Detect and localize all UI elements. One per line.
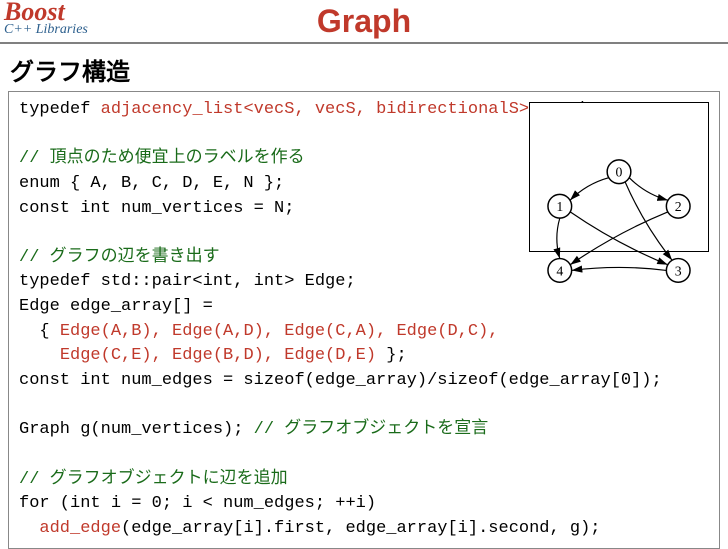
- code-text: for (int i = 0; i < num_edges; ++i): [19, 494, 376, 513]
- code-text: Graph g(num_vertices);: [19, 420, 254, 439]
- code-text: typedef std::pair<int, int> Edge;: [19, 272, 356, 291]
- code-text: [19, 346, 60, 365]
- logo-sub: C++ Libraries: [4, 23, 88, 37]
- code-text: Edge edge_array[] =: [19, 297, 213, 316]
- code-block: typedef adjacency_list<vecS, vecS, bidir…: [8, 91, 720, 549]
- logo-main: Boost: [4, 0, 88, 23]
- graph-diagram: 01234: [529, 102, 709, 252]
- code-highlight: Edge(A,B), Edge(A,D), Edge(C,A), Edge(D,…: [60, 322, 499, 341]
- page-title: Graph: [0, 3, 728, 40]
- section-subtitle: グラフ構造: [10, 52, 728, 87]
- code-text: [19, 519, 39, 538]
- code-comment: // グラフオブジェクトに辺を追加: [19, 470, 288, 489]
- graph-svg: 0 1 2 3 4: [530, 152, 708, 300]
- code-highlight: adjacency_list<vecS, vecS, bidirectional…: [101, 100, 529, 119]
- svg-text:1: 1: [556, 199, 563, 214]
- code-highlight: add_edge: [39, 519, 121, 538]
- svg-text:4: 4: [556, 264, 563, 279]
- code-text: const int num_edges = sizeof(edge_array)…: [19, 371, 662, 390]
- code-text: const int num_vertices = N;: [19, 199, 294, 218]
- code-text: };: [376, 346, 407, 365]
- code-comment: // グラフオブジェクトを宣言: [254, 420, 489, 439]
- code-comment: // 頂点のため便宜上のラベルを作る: [19, 149, 305, 168]
- svg-text:0: 0: [616, 165, 623, 180]
- slide-header: Boost C++ Libraries Graph: [0, 0, 728, 44]
- code-text: typedef: [19, 100, 101, 119]
- boost-logo: Boost C++ Libraries: [4, 0, 88, 37]
- code-comment: // グラフの辺を書き出す: [19, 248, 220, 267]
- svg-text:3: 3: [675, 264, 682, 279]
- code-text: enum { A, B, C, D, E, N };: [19, 174, 284, 193]
- svg-text:2: 2: [675, 199, 682, 214]
- code-text: (edge_array[i].first, edge_array[i].seco…: [121, 519, 600, 538]
- code-text: {: [19, 322, 60, 341]
- code-highlight: Edge(C,E), Edge(B,D), Edge(D,E): [60, 346, 376, 365]
